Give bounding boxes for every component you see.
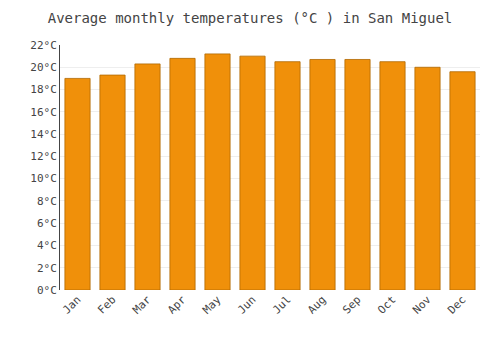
svg-text:12°C: 12°C [30,150,57,163]
svg-text:6°C: 6°C [37,217,57,230]
svg-text:Feb: Feb [95,293,118,316]
svg-text:2°C: 2°C [37,262,57,275]
svg-text:Average monthly temperatures (: Average monthly temperatures (°C ) in Sa… [48,10,453,26]
svg-text:Oct: Oct [375,293,398,316]
svg-text:0°C: 0°C [37,284,57,297]
svg-text:Nov: Nov [410,293,434,317]
svg-text:16°C: 16°C [30,106,57,119]
svg-text:Dec: Dec [445,293,468,316]
svg-text:22°C: 22°C [30,39,57,52]
svg-text:Jun: Jun [235,293,258,316]
svg-text:May: May [200,293,224,317]
svg-text:Jan: Jan [60,293,83,316]
svg-text:10°C: 10°C [30,172,57,185]
svg-text:8°C: 8°C [37,195,57,208]
svg-text:Apr: Apr [165,293,189,317]
svg-text:14°C: 14°C [30,128,57,141]
svg-text:4°C: 4°C [37,239,57,252]
svg-text:Jul: Jul [270,293,293,316]
svg-text:Sep: Sep [340,293,363,316]
svg-text:18°C: 18°C [30,83,57,96]
svg-text:Mar: Mar [130,293,154,317]
svg-text:Aug: Aug [305,293,328,316]
svg-text:20°C: 20°C [30,61,57,74]
